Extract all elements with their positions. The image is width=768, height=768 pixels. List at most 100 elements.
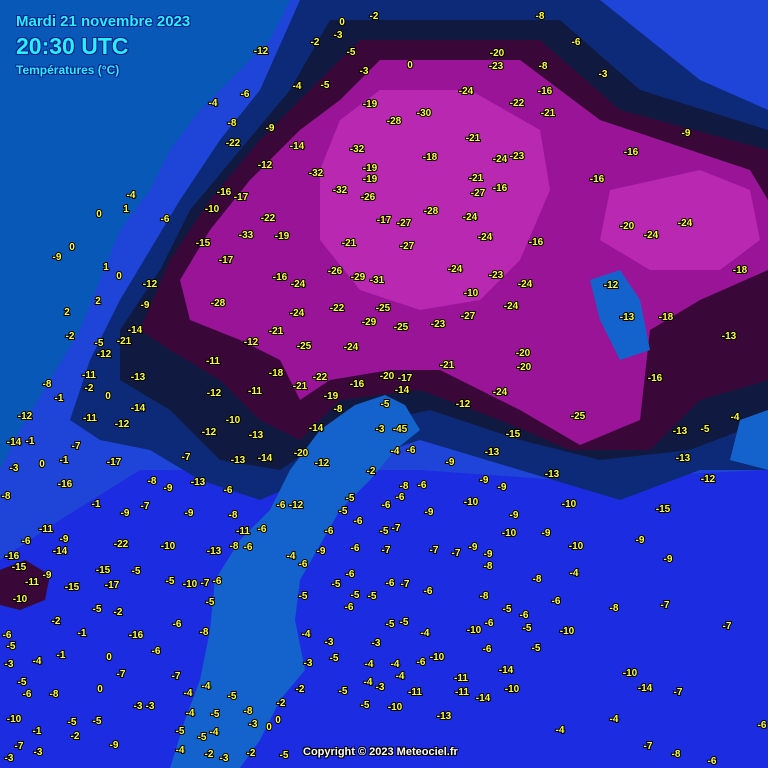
temperature-label: -17 <box>234 192 249 203</box>
temperature-label: -11 <box>39 524 53 535</box>
temperature-label: -6 <box>244 542 253 553</box>
temperature-label: -3 <box>304 658 313 669</box>
temperature-label: -1 <box>78 628 87 639</box>
temperature-label: -18 <box>733 265 748 276</box>
temperature-label: -16 <box>648 373 663 384</box>
temperature-label: -22 <box>114 539 129 550</box>
temperature-label: -5 <box>211 709 220 720</box>
temperature-label: -17 <box>398 373 413 384</box>
temperature-label: -6 <box>351 543 360 554</box>
temperature-label: -5 <box>701 424 710 435</box>
temperature-label: -8 <box>480 591 489 602</box>
temperature-label: -21 <box>469 173 484 184</box>
temperature-label: -23 <box>431 319 446 330</box>
temperature-label: -16 <box>493 183 508 194</box>
temperature-label: -21 <box>440 360 455 371</box>
temperature-label: -4 <box>302 629 311 640</box>
temperature-label: -25 <box>394 322 409 333</box>
temperature-label: -9 <box>53 252 62 263</box>
temperature-label: -12 <box>18 411 33 422</box>
temperature-label: -8 <box>610 603 619 614</box>
temperature-label: -1 <box>55 393 64 404</box>
temperature-label: -4 <box>184 688 193 699</box>
temperature-label: -7 <box>117 669 126 680</box>
temperature-label: -13 <box>673 426 688 437</box>
temperature-label: -21 <box>466 133 481 144</box>
temperature-label: -14 <box>309 423 324 434</box>
temperature-label: -20 <box>490 48 505 59</box>
temperature-label: -11 <box>25 577 39 588</box>
temperature-label: -23 <box>489 61 504 72</box>
temperature-label: -16 <box>590 174 605 185</box>
temperature-label: -12 <box>97 349 112 360</box>
temperature-label: -4 <box>731 412 740 423</box>
lake-ladoga <box>590 270 650 360</box>
temperature-label: -9 <box>446 457 455 468</box>
temperature-label: -24 <box>463 212 478 223</box>
temperature-label: -11 <box>454 673 468 684</box>
temperature-label: -5 <box>176 726 185 737</box>
temperature-label: -13 <box>207 546 222 557</box>
temperature-label: -8 <box>200 627 209 638</box>
temperature-label: -13 <box>676 453 691 464</box>
temperature-label: -9 <box>425 507 434 518</box>
temperature-label: -4 <box>556 725 565 736</box>
temperature-label: -22 <box>330 303 345 314</box>
temperature-label: -33 <box>239 230 254 241</box>
temperature-label: -8 <box>533 574 542 585</box>
temperature-label: -3 <box>376 682 385 693</box>
temperature-label: -14 <box>128 325 143 336</box>
temperature-label: -3 <box>34 747 43 758</box>
temperature-label: -25 <box>297 341 312 352</box>
temperature-label: -6 <box>325 526 334 537</box>
temperature-label: 0 <box>275 715 281 726</box>
temperature-label: -22 <box>226 138 241 149</box>
temperature-label: -9 <box>664 554 673 565</box>
temperature-label: -2 <box>85 383 94 394</box>
temperature-label: -10 <box>467 625 482 636</box>
temperature-label: -5 <box>7 641 16 652</box>
temperature-label: 0 <box>96 209 102 220</box>
temperature-label: -8 <box>672 749 681 760</box>
temperature-label: -5 <box>400 617 409 628</box>
temperature-label: -14 <box>7 437 22 448</box>
temperature-label: -11 <box>236 526 250 537</box>
temperature-label: -9 <box>317 546 326 557</box>
temperature-label: -22 <box>261 213 276 224</box>
temperature-label: -6 <box>152 646 161 657</box>
temperature-label: -9 <box>60 534 69 545</box>
temperature-label: -5 <box>68 717 77 728</box>
temperature-label: -15 <box>196 238 211 249</box>
temperature-label: -9 <box>469 542 478 553</box>
temperature-label: -8 <box>43 379 52 390</box>
temperature-label: -27 <box>397 218 412 229</box>
temperature-label: -5 <box>93 604 102 615</box>
temperature-label: -2 <box>114 607 123 618</box>
temperature-label: -1 <box>92 499 101 510</box>
temperature-label: -12 <box>202 427 217 438</box>
temperature-label: -13 <box>722 331 737 342</box>
temperature-label: -5 <box>198 732 207 743</box>
temperature-label: -4 <box>421 628 430 639</box>
temperature-label: -8 <box>228 118 237 129</box>
temperature-label: -10 <box>505 684 520 695</box>
temperature-label: -21 <box>293 381 308 392</box>
temperature-label: -9 <box>266 123 275 134</box>
temperature-label: -5 <box>381 399 390 410</box>
temperature-label: -12 <box>315 458 330 469</box>
temperature-label: -14 <box>638 683 653 694</box>
temperature-label: -11 <box>83 413 97 424</box>
temperature-label: -24 <box>493 154 508 165</box>
temperature-label: -3 <box>599 69 608 80</box>
temperature-label: -2 <box>277 698 286 709</box>
temperature-label: -11 <box>206 356 220 367</box>
date-label: Mardi 21 novembre 2023 <box>16 13 191 30</box>
temperature-label: -24 <box>644 230 659 241</box>
temperature-label: -13 <box>437 711 452 722</box>
temperature-label: -6 <box>407 445 416 456</box>
temperature-label: -24 <box>493 387 508 398</box>
temperature-label: -9 <box>141 300 150 311</box>
temperature-label: -4 <box>127 190 136 201</box>
temperature-label: -32 <box>309 168 324 179</box>
temperature-label: -24 <box>518 279 533 290</box>
